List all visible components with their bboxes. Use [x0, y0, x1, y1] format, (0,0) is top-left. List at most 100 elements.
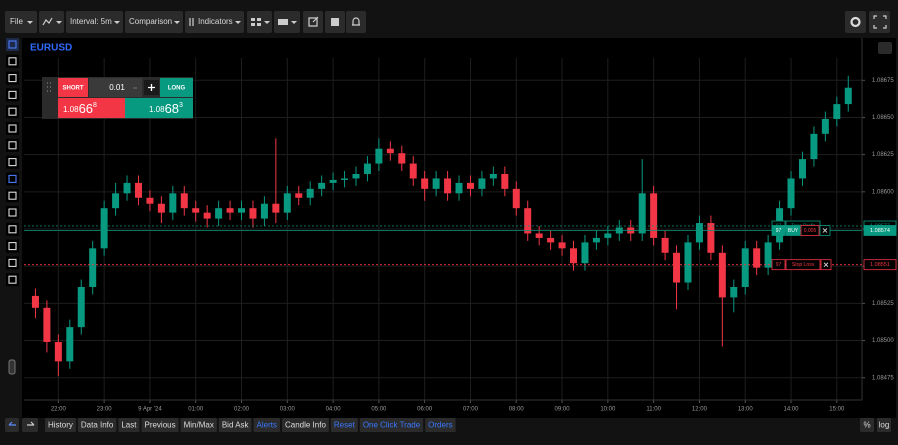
- candle-body: [134, 182, 142, 198]
- price-label-box: [863, 259, 897, 271]
- caret: [114, 21, 120, 24]
- alert-button[interactable]: [346, 11, 366, 33]
- interval-label: Interval: 5m: [70, 17, 112, 26]
- settings-icon: [850, 16, 861, 28]
- bottom-button[interactable]: [141, 418, 179, 432]
- bottom-button[interactable]: [77, 418, 117, 432]
- settings-button[interactable]: [845, 11, 866, 33]
- drag-handle[interactable]: [47, 82, 51, 92]
- close-icon: [822, 228, 828, 233]
- candle-body: [695, 223, 703, 243]
- tool-button[interactable]: [6, 138, 19, 152]
- bottom-button[interactable]: [359, 418, 424, 432]
- tag-box: [771, 225, 786, 236]
- bid-price: 1.08668: [63, 101, 97, 116]
- candle-body: [409, 163, 417, 179]
- x-tick-label: 02:00: [234, 407, 250, 413]
- bottom-button[interactable]: [45, 418, 76, 432]
- bottom-button-label: Candle Info: [285, 421, 326, 430]
- chart-type-button[interactable]: [39, 11, 64, 33]
- scroll-handle[interactable]: [8, 359, 16, 375]
- candle-body: [398, 153, 406, 164]
- tool-button[interactable]: [6, 88, 19, 102]
- tool-button[interactable]: [6, 155, 19, 169]
- ask-button[interactable]: [125, 98, 193, 118]
- tool-button[interactable]: [6, 105, 19, 119]
- close-icon: [823, 262, 829, 268]
- bottom-button-label: Reset: [334, 421, 356, 430]
- comparison-button[interactable]: [125, 11, 183, 33]
- file-button[interactable]: [5, 11, 37, 33]
- ask-big: 1.08: [149, 105, 165, 114]
- price-label-box: [863, 225, 897, 236]
- candle-body: [329, 179, 337, 183]
- candle-body: [524, 208, 532, 234]
- tool-button[interactable]: [6, 273, 19, 287]
- x-tick-label: 15:00: [829, 407, 845, 413]
- bottom-button[interactable]: [281, 418, 329, 432]
- bottom-button[interactable]: [118, 418, 140, 432]
- tool-button[interactable]: [6, 38, 19, 51]
- x-tick-label: 23:00: [97, 407, 113, 413]
- bottom-button[interactable]: [330, 418, 358, 432]
- candle-body: [66, 327, 74, 362]
- price-label: 1.08551: [870, 262, 890, 268]
- chart-type-icon: [42, 17, 53, 26]
- y-tick-label: 1.08525: [872, 301, 894, 307]
- plus-icon: [148, 84, 155, 91]
- short-button[interactable]: [58, 78, 88, 97]
- indicators-icon: [189, 18, 194, 26]
- x-tick-label: 11:00: [646, 407, 661, 413]
- bid-big: 1.08: [63, 105, 79, 114]
- ask-price: 1.08683: [149, 101, 183, 116]
- tool-button[interactable]: [6, 54, 19, 68]
- short-label: SHORT: [63, 86, 84, 92]
- tool-button[interactable]: [6, 189, 19, 203]
- indicators-button[interactable]: [185, 11, 244, 33]
- tool-button[interactable]: [6, 256, 19, 270]
- y-tick-label: 1.08600: [872, 189, 894, 195]
- bottom-button-label: Previous: [144, 421, 175, 430]
- x-tick-label: 06:00: [417, 407, 433, 413]
- tool-button[interactable]: [6, 206, 19, 219]
- comparison-label: Comparison: [129, 17, 172, 26]
- candle-body: [444, 178, 452, 194]
- tool-button[interactable]: [6, 122, 19, 135]
- bottom-bar: History Data Info Last Previous Min/Max Bid A…: [45, 418, 891, 432]
- scale-button[interactable]: [878, 42, 892, 54]
- long-button[interactable]: [160, 78, 193, 97]
- tool-icon: [8, 191, 17, 200]
- candle-body: [352, 173, 360, 179]
- x-tick-label: 03:00: [280, 407, 296, 413]
- scale-button[interactable]: [877, 418, 891, 432]
- x-tick-label: 10:00: [600, 407, 616, 413]
- order-name-box[interactable]: [785, 225, 801, 236]
- bottom-button[interactable]: [218, 418, 252, 432]
- layout-button[interactable]: [247, 11, 272, 33]
- x-tick-label: 04:00: [326, 407, 342, 413]
- bottom-button[interactable]: [425, 418, 456, 432]
- ask-pips: 68: [165, 101, 179, 116]
- candle-body: [100, 208, 108, 249]
- fullscreen-button[interactable]: [869, 11, 890, 33]
- bid-pips: 66: [79, 101, 93, 116]
- tool-button[interactable]: [6, 222, 19, 236]
- bid-button[interactable]: [58, 98, 125, 118]
- bottom-button[interactable]: [180, 418, 217, 432]
- scale-button[interactable]: [860, 418, 874, 432]
- tool-button[interactable]: [6, 172, 19, 186]
- trade-panel: SHORT 0.01 LONG 1.08668 1.08683: [42, 77, 193, 119]
- interval-button[interactable]: [66, 11, 123, 33]
- candle-body: [341, 178, 349, 180]
- candle-body: [833, 104, 841, 119]
- bottom-button[interactable]: [253, 418, 280, 432]
- caret: [56, 21, 62, 24]
- tool-button[interactable]: [6, 239, 19, 253]
- quantity-input[interactable]: [89, 78, 142, 97]
- tool-button[interactable]: [6, 71, 19, 85]
- candle-body: [753, 248, 761, 268]
- candle-body: [684, 242, 692, 283]
- order-name-box[interactable]: [785, 259, 821, 271]
- order-tag: 97: [776, 262, 782, 268]
- x-tick-label: 08:00: [509, 407, 525, 413]
